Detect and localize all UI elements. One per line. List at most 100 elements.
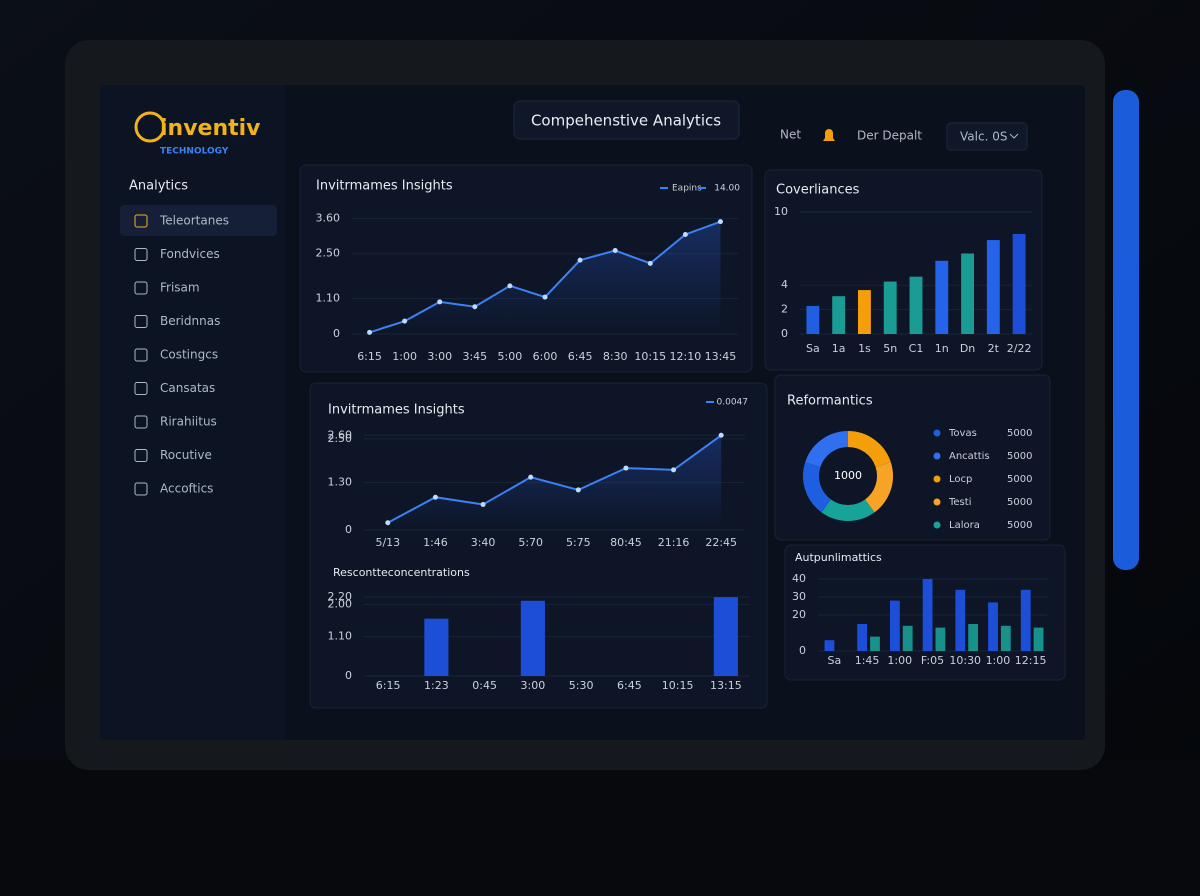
line-point [367, 329, 373, 335]
x-tick-label: F:05 [921, 654, 944, 667]
x-tick-label: 21:16 [658, 536, 690, 549]
nav-item[interactable]: Rirahiitus [160, 415, 217, 429]
y-tick-label: 1.30 [328, 476, 353, 489]
line-point [528, 474, 534, 480]
x-tick-label: 1n [935, 342, 949, 355]
bar [935, 260, 949, 334]
x-tick-label: 5:30 [569, 679, 594, 692]
x-tick-label: 10:15 [634, 350, 666, 363]
y-tick-label: 20 [792, 608, 806, 621]
x-tick-label: 10:30 [949, 654, 981, 667]
line-point [385, 520, 391, 526]
x-tick-label: 13:45 [705, 350, 737, 363]
bar [520, 600, 545, 676]
legend-value: 5000 [1007, 428, 1032, 439]
nav-item[interactable]: Fondvices [160, 247, 220, 261]
donut-segment [803, 462, 832, 513]
x-tick-label: 2/22 [1007, 342, 1032, 355]
donut-center: 1000 [834, 469, 862, 482]
legend-value: 5000 [1007, 451, 1032, 462]
y-tick-label: 2.60 [328, 428, 353, 441]
nav-item[interactable]: Frisam [160, 281, 200, 295]
y-tick-label: 2.50 [316, 247, 341, 260]
bar [824, 640, 835, 651]
bar [889, 600, 900, 651]
x-tick-label: 1:23 [424, 679, 449, 692]
x-tick-label: 3:00 [427, 350, 452, 363]
donut-segment [805, 431, 849, 468]
bar [832, 296, 846, 334]
nav-item[interactable]: Cansatas [160, 381, 215, 395]
line-point [718, 432, 724, 438]
header-user[interactable]: Der Depalt [857, 129, 922, 143]
nav-icon[interactable] [134, 415, 148, 429]
header-link[interactable]: Net [780, 128, 801, 142]
nav-icon[interactable] [134, 315, 148, 328]
sidebar-title: Analytics [129, 179, 188, 194]
chart-title: Autpunlimattics [795, 551, 882, 564]
chart-title: Invitrmames Insights [328, 403, 465, 418]
nav-icon[interactable] [134, 248, 148, 261]
bar [902, 625, 913, 651]
bar [1000, 625, 1011, 651]
nav-icon[interactable] [134, 382, 148, 395]
x-tick-label: 1:00 [986, 654, 1011, 667]
line-point [432, 494, 438, 500]
x-tick-label: 8:30 [603, 350, 628, 363]
x-tick-label: 12:10 [670, 350, 702, 363]
logo-name: inventiv [160, 116, 261, 141]
x-tick-label: 5:00 [498, 350, 523, 363]
nav-icon[interactable] [134, 482, 148, 496]
bar [1033, 627, 1044, 651]
bell-icon[interactable] [823, 129, 835, 141]
nav-item[interactable]: Costingcs [160, 348, 218, 362]
nav-item[interactable]: Teleortanes [159, 214, 229, 228]
x-tick-label: 5:70 [518, 536, 543, 549]
select-caret [1009, 133, 1019, 139]
logo-icon [134, 111, 166, 143]
x-tick-label: 13:15 [710, 679, 742, 692]
nav-item[interactable]: Accoftics [160, 482, 213, 496]
legend-dot [933, 521, 941, 529]
legend-label: Testi [948, 497, 971, 508]
y-tick-label: 1.10 [316, 292, 341, 305]
nav-icon[interactable] [134, 449, 148, 462]
nav-icon[interactable] [134, 281, 148, 295]
donut-segment [864, 462, 893, 513]
panel [309, 382, 768, 709]
x-tick-label: 5:75 [566, 536, 591, 549]
line-point [612, 248, 618, 254]
x-tick-label: 6:15 [376, 679, 401, 692]
nav-icon[interactable] [134, 348, 148, 362]
x-tick-label: 1:45 [855, 654, 880, 667]
chart-title: Rescontteconcentrations [333, 566, 470, 579]
chart-title: Coverliances [776, 183, 860, 198]
bar [988, 602, 998, 651]
line-point [647, 260, 653, 266]
header-box [513, 100, 740, 140]
x-tick-label: 10:15 [662, 679, 694, 692]
x-tick-label: 1:00 [887, 654, 912, 667]
line-point [542, 294, 548, 300]
x-tick-label: 1s [858, 342, 871, 355]
x-tick-label: 3:45 [462, 350, 487, 363]
nav-item[interactable]: Beridnnas [160, 314, 220, 328]
nav-icon[interactable] [134, 214, 148, 228]
bar [883, 281, 897, 334]
x-tick-label: 1:46 [423, 536, 448, 549]
line-point [472, 304, 478, 310]
chart-title: Invitrmames Insights [316, 179, 453, 194]
x-tick-label: 12:15 [1015, 654, 1047, 667]
bar [986, 240, 1000, 334]
bar [870, 636, 880, 651]
y-tick-label: 1.10 [328, 630, 353, 643]
legend-value: 14.00 [714, 184, 740, 194]
x-tick-label: 80:45 [610, 536, 642, 549]
x-tick-label: Sa [806, 342, 820, 355]
select-box[interactable] [946, 122, 1028, 151]
legend-value: 5000 [1007, 520, 1032, 531]
bar [955, 589, 966, 651]
line-point [575, 487, 581, 493]
nav-item[interactable]: Rocutive [160, 448, 212, 462]
